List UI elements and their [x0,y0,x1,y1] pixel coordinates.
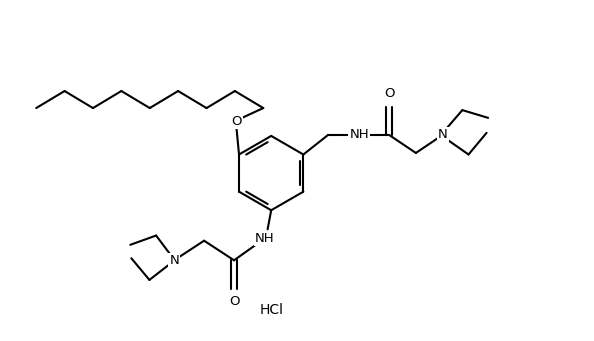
Text: O: O [231,115,242,128]
Text: O: O [229,295,239,308]
Text: O: O [384,87,394,100]
Text: N: N [169,254,179,267]
Text: NH: NH [349,129,369,142]
Text: N: N [438,129,448,142]
Text: HCl: HCl [259,303,283,317]
Text: NH: NH [255,232,275,245]
